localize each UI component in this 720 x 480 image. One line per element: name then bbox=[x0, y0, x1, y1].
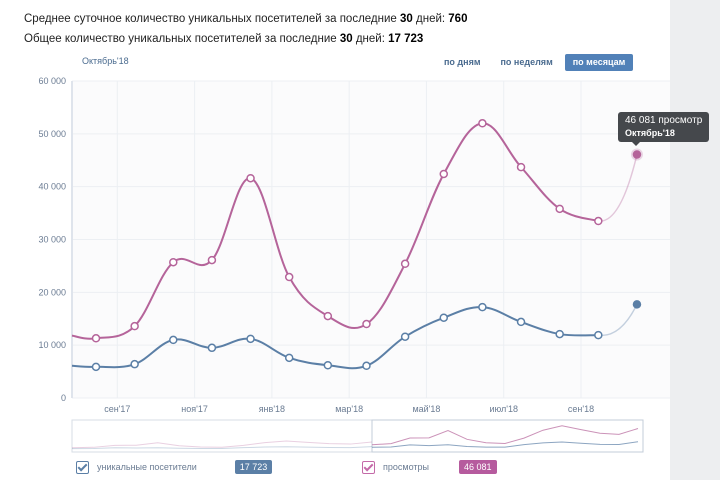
uniques-total-badge: 17 723 bbox=[234, 460, 273, 474]
uniques-point[interactable] bbox=[632, 300, 642, 309]
views-point[interactable] bbox=[284, 272, 294, 282]
y-tick-label: 40 000 bbox=[38, 182, 66, 192]
views-minimap-history-line bbox=[71, 440, 373, 449]
current-period-label: Октябрь'18 bbox=[82, 56, 129, 66]
views-point[interactable] bbox=[246, 173, 255, 183]
uniques-point[interactable] bbox=[439, 313, 449, 322]
x-tick-label: мар'18 bbox=[335, 404, 363, 414]
views-point[interactable] bbox=[400, 259, 410, 269]
views-point[interactable] bbox=[169, 257, 178, 267]
x-axis-ticks: сен'17 ноя'17 янв'18 мар'18 май'18 июл'18 сен'… bbox=[104, 404, 594, 414]
y-axis-ticks: 0 10 000 20 000 30 000 40 000 50 000 60 000 bbox=[38, 76, 66, 403]
views-point[interactable] bbox=[555, 204, 564, 214]
y-tick-label: 30 000 bbox=[38, 235, 66, 245]
toggle-by-days[interactable]: по дням bbox=[444, 57, 481, 67]
toggle-by-weeks[interactable]: по неделям bbox=[500, 57, 553, 67]
x-tick-label: май'18 bbox=[412, 404, 440, 414]
daily-average-value: 760 bbox=[448, 13, 468, 25]
period-toggle-group: по дням по неделям по месяцам bbox=[436, 54, 634, 71]
views-point[interactable] bbox=[478, 119, 487, 128]
total-uniques-line: Общее количество уникальных посетителей … bbox=[24, 33, 424, 45]
views-point[interactable] bbox=[91, 334, 101, 343]
uniques-point[interactable] bbox=[555, 329, 564, 339]
y-tick-label: 20 000 bbox=[38, 287, 66, 297]
x-tick-label: ноя'17 bbox=[181, 404, 208, 414]
uniques-point[interactable] bbox=[284, 353, 294, 363]
x-tick-label: сен'18 bbox=[568, 404, 594, 414]
views-point[interactable] bbox=[439, 169, 449, 179]
uniques-point[interactable] bbox=[400, 332, 410, 341]
tooltip-period: Октябрь'18 bbox=[625, 128, 675, 138]
uniques-point[interactable] bbox=[207, 343, 217, 353]
minimap-frame bbox=[71, 419, 644, 453]
views-point[interactable] bbox=[207, 255, 217, 265]
grid bbox=[72, 80, 670, 399]
uniques-legend-label: уникальные посетители bbox=[97, 462, 197, 472]
uniques-point[interactable] bbox=[130, 359, 139, 369]
uniques-checkbox[interactable] bbox=[76, 460, 89, 474]
y-tick-label: 0 bbox=[61, 393, 66, 403]
views-point[interactable] bbox=[362, 319, 371, 329]
views-point[interactable] bbox=[323, 311, 333, 321]
legend-uniques: уникальные посетители 17 723 bbox=[76, 460, 273, 474]
uniques-point[interactable] bbox=[91, 362, 101, 372]
toggle-by-months[interactable]: по месяцам bbox=[564, 54, 634, 71]
views-point[interactable] bbox=[594, 216, 603, 226]
minimap-selection-window[interactable] bbox=[371, 419, 644, 453]
views-checkbox[interactable] bbox=[362, 460, 375, 474]
y-tick-label: 50 000 bbox=[38, 129, 66, 139]
views-point[interactable] bbox=[516, 162, 526, 172]
views-point[interactable] bbox=[632, 150, 642, 159]
summary-stats: Среднее суточное количество уникальных п… bbox=[24, 9, 467, 49]
series-group bbox=[71, 119, 643, 372]
x-tick-label: сен'17 bbox=[104, 404, 130, 414]
uniques-point[interactable] bbox=[169, 335, 178, 345]
uniques-point[interactable] bbox=[323, 360, 333, 370]
views-minimap-line bbox=[371, 425, 639, 446]
minimap[interactable] bbox=[71, 419, 644, 453]
views-partial-line bbox=[598, 154, 638, 222]
uniques-point[interactable] bbox=[246, 334, 255, 344]
total-uniques-value: 17 723 bbox=[388, 33, 424, 45]
views-total-badge: 46 081 bbox=[458, 460, 497, 474]
tooltip-value: 46 081 просмотр bbox=[625, 115, 703, 126]
uniques-point[interactable] bbox=[362, 361, 371, 371]
uniques-point[interactable] bbox=[478, 302, 487, 312]
x-tick-label: июл'18 bbox=[489, 404, 518, 414]
views-point[interactable] bbox=[130, 321, 139, 331]
daily-average-line: Среднее суточное количество уникальных п… bbox=[24, 13, 468, 25]
right-side-panel bbox=[670, 0, 720, 480]
uniques-point[interactable] bbox=[516, 317, 526, 327]
x-tick-label: янв'18 bbox=[259, 404, 285, 414]
y-tick-label: 10 000 bbox=[38, 340, 66, 350]
uniques-point[interactable] bbox=[594, 330, 603, 340]
point-tooltip: 46 081 просмотр Октябрь'18 bbox=[618, 112, 710, 146]
uniques-minimap-line bbox=[371, 441, 639, 448]
y-tick-label: 60 000 bbox=[38, 76, 66, 86]
views-legend-label: просмотры bbox=[383, 462, 429, 472]
uniques-minimap-history-line bbox=[71, 446, 373, 450]
legend-views: просмотры 46 081 bbox=[362, 460, 497, 474]
